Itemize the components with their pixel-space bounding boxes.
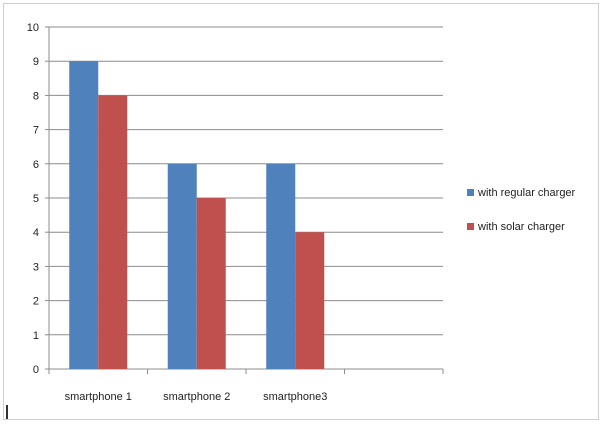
legend-swatch-1 bbox=[467, 189, 474, 196]
category-label-3: smartphone3 bbox=[263, 391, 327, 403]
text-cursor-mark bbox=[6, 405, 8, 419]
legend-swatch-2 bbox=[467, 223, 474, 230]
category-label-1: smartphone 1 bbox=[65, 391, 132, 403]
y-tick-label-5: 5 bbox=[33, 193, 39, 205]
bar-1-3 bbox=[266, 163, 296, 369]
y-tick-label-10: 10 bbox=[27, 22, 39, 34]
legend-label-2: with solar charger bbox=[477, 221, 565, 233]
y-tick-label-3: 3 bbox=[33, 261, 39, 273]
y-tick-label-7: 7 bbox=[33, 125, 39, 137]
legend-label-1: with regular charger bbox=[477, 187, 576, 199]
y-tick-label-6: 6 bbox=[33, 159, 39, 171]
y-tick-label-8: 8 bbox=[33, 90, 39, 102]
bar-2-1 bbox=[98, 95, 128, 370]
category-label-2: smartphone 2 bbox=[163, 391, 230, 403]
bar-2-3 bbox=[295, 232, 325, 369]
bar-2-2 bbox=[196, 198, 226, 369]
y-tick-label-2: 2 bbox=[33, 296, 39, 308]
y-tick-label-9: 9 bbox=[33, 56, 39, 68]
bar-1-1 bbox=[69, 61, 99, 369]
bar-1-2 bbox=[167, 163, 197, 369]
y-tick-label-4: 4 bbox=[33, 227, 39, 239]
y-tick-label-1: 1 bbox=[33, 330, 39, 342]
y-tick-label-0: 0 bbox=[33, 364, 39, 376]
